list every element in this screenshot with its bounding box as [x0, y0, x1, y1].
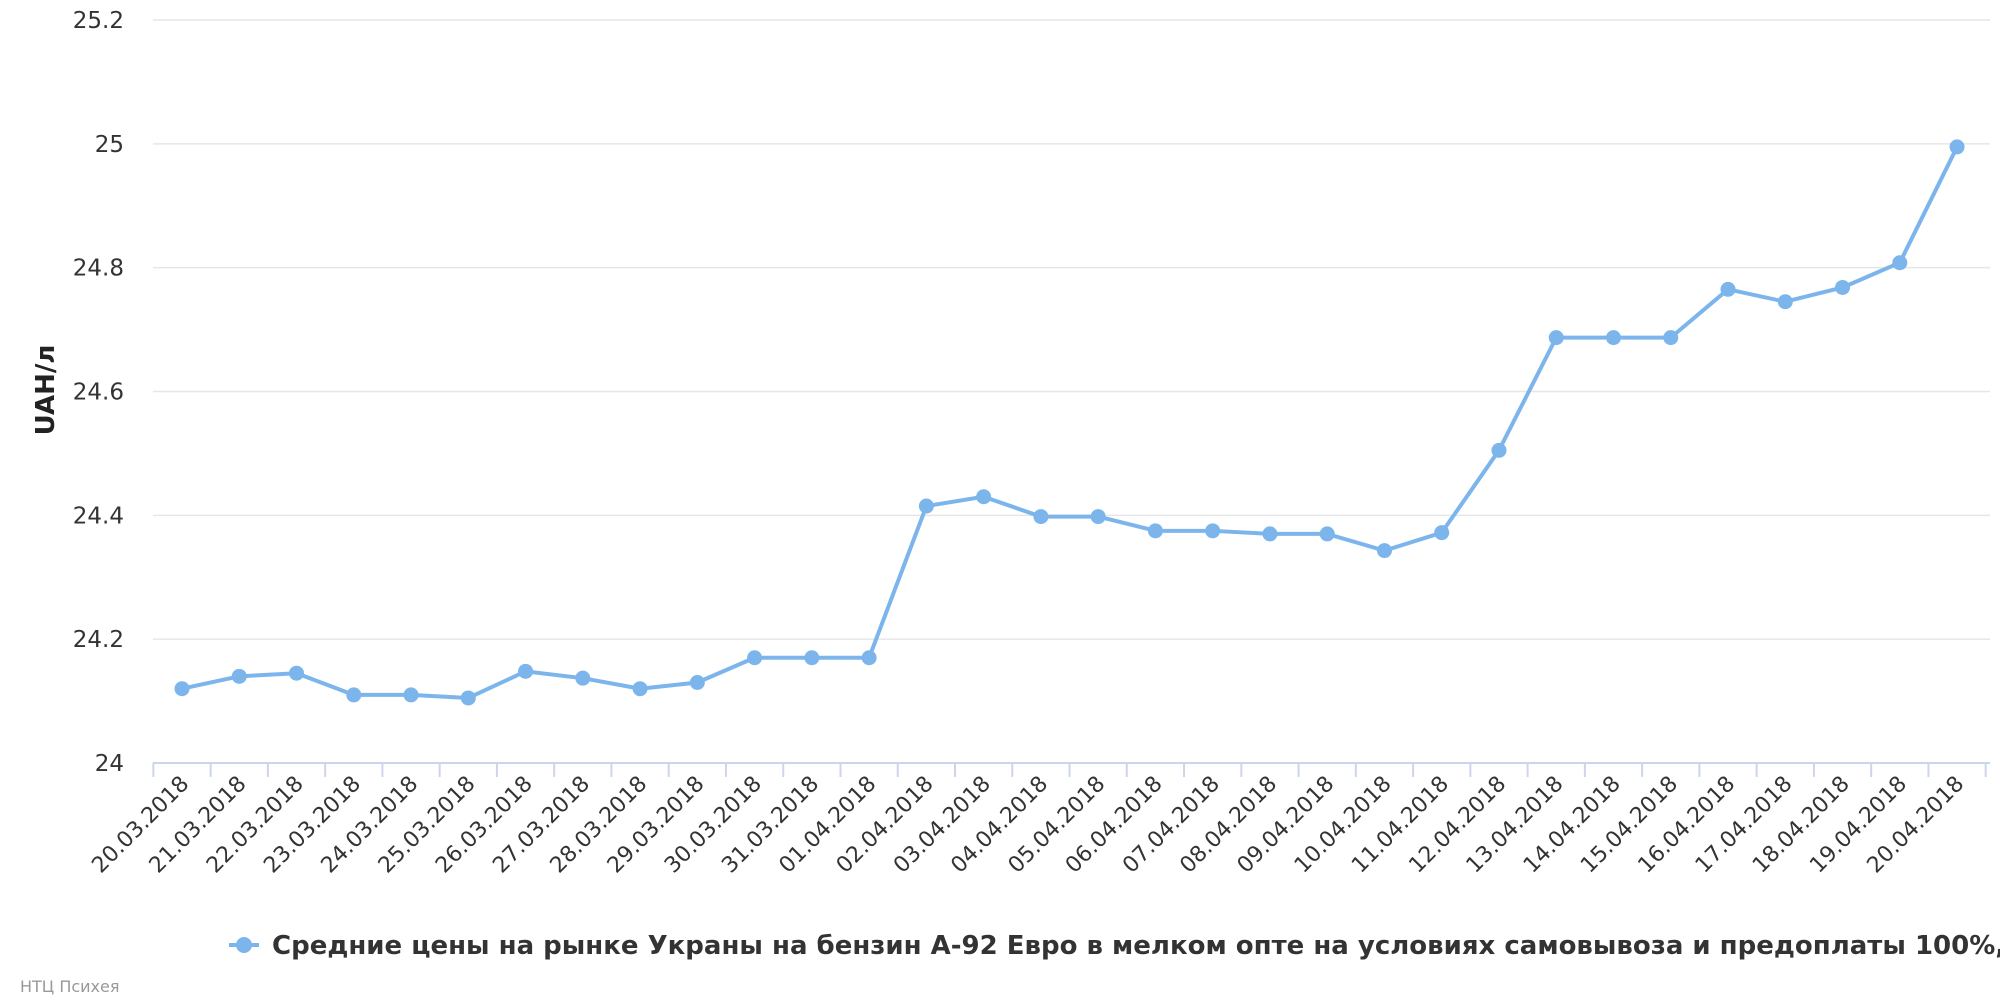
data-point[interactable] — [231, 668, 247, 684]
x-axis — [152, 762, 1990, 777]
data-point[interactable] — [861, 650, 877, 666]
legend[interactable]: Средние цены на рынке Украны на бензин А… — [229, 931, 2000, 961]
data-point[interactable] — [1376, 543, 1392, 559]
y-tick-label: 24.8 — [73, 256, 124, 282]
series-group — [174, 139, 1965, 706]
data-point[interactable] — [1720, 281, 1736, 297]
data-point[interactable] — [1491, 442, 1507, 458]
legend-series-label[interactable]: Средние цены на рынке Украны на бензин А… — [272, 931, 2000, 961]
data-point[interactable] — [289, 665, 305, 681]
data-point[interactable] — [1262, 526, 1278, 542]
x-axis-labels: 20.03.201821.03.201822.03.201823.03.2018… — [87, 772, 1969, 879]
data-point[interactable] — [632, 681, 648, 697]
data-point[interactable] — [918, 498, 934, 514]
y-tick-label: 24.4 — [73, 503, 124, 529]
grid-lines — [153, 19, 1990, 640]
y-tick-label: 24 — [95, 751, 124, 777]
y-axis-title: UAH/л — [31, 345, 61, 436]
data-point[interactable] — [976, 489, 992, 505]
y-tick-label: 24.2 — [73, 627, 124, 653]
data-point[interactable] — [1147, 523, 1163, 539]
data-point[interactable] — [575, 670, 591, 686]
data-point[interactable] — [1548, 330, 1564, 346]
data-point[interactable] — [1090, 509, 1106, 525]
data-point[interactable] — [1949, 139, 1965, 155]
data-point[interactable] — [1319, 526, 1335, 542]
data-point[interactable] — [689, 675, 705, 691]
data-point[interactable] — [174, 681, 190, 697]
data-point[interactable] — [1777, 294, 1793, 310]
credits-label[interactable]: НТЦ Психея — [20, 977, 119, 996]
data-point[interactable] — [804, 650, 820, 666]
data-point[interactable] — [1892, 255, 1908, 271]
data-point[interactable] — [1835, 279, 1851, 295]
data-point[interactable] — [1205, 523, 1221, 539]
data-point[interactable] — [747, 650, 763, 666]
y-axis: 24 24.2 24.4 24.6 24.8 25 25.2 — [73, 8, 124, 777]
series-line — [180, 144, 1960, 700]
y-tick-label: 25.2 — [73, 8, 124, 34]
y-tick-label: 25 — [95, 132, 124, 158]
data-point[interactable] — [460, 690, 476, 706]
y-tick-label: 24.6 — [73, 380, 124, 406]
data-point[interactable] — [1663, 330, 1679, 346]
legend-marker-icon — [236, 937, 252, 953]
data-point[interactable] — [518, 663, 534, 679]
data-point[interactable] — [346, 687, 362, 703]
data-point[interactable] — [1606, 330, 1621, 346]
data-point[interactable] — [1033, 509, 1049, 525]
data-point[interactable] — [403, 687, 419, 703]
data-point[interactable] — [1434, 525, 1450, 541]
